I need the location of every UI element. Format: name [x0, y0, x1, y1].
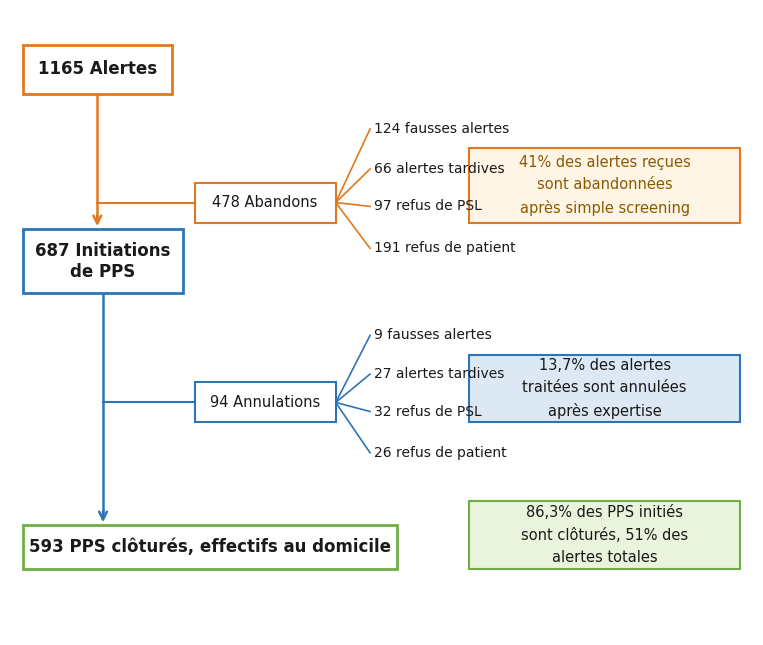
FancyBboxPatch shape	[23, 229, 183, 293]
Text: 13,7% des alertes
traitées sont annulées
après expertise: 13,7% des alertes traitées sont annulées…	[523, 358, 687, 419]
Text: 41% des alertes reçues
sont abandonnées
après simple screening: 41% des alertes reçues sont abandonnées …	[519, 155, 691, 216]
Text: 191 refus de patient: 191 refus de patient	[374, 241, 516, 255]
Text: 94 Annulations: 94 Annulations	[210, 395, 320, 410]
Text: 124 fausses alertes: 124 fausses alertes	[374, 122, 509, 136]
Text: 27 alertes tardives: 27 alertes tardives	[374, 367, 504, 381]
Text: 97 refus de PSL: 97 refus de PSL	[374, 199, 481, 213]
Text: 1165 Alertes: 1165 Alertes	[37, 61, 157, 78]
Text: 478 Abandons: 478 Abandons	[212, 195, 318, 210]
Text: 32 refus de PSL: 32 refus de PSL	[374, 404, 481, 419]
Text: 9 fausses alertes: 9 fausses alertes	[374, 328, 491, 342]
FancyBboxPatch shape	[469, 501, 740, 569]
Text: 26 refus de patient: 26 refus de patient	[374, 446, 507, 460]
FancyBboxPatch shape	[23, 45, 172, 94]
FancyBboxPatch shape	[195, 183, 336, 223]
FancyBboxPatch shape	[469, 355, 740, 422]
FancyBboxPatch shape	[23, 525, 397, 569]
FancyBboxPatch shape	[195, 382, 336, 422]
Text: 687 Initiations
de PPS: 687 Initiations de PPS	[35, 242, 171, 281]
Text: 86,3% des PPS initiés
sont clôturés, 51% des
alertes totales: 86,3% des PPS initiés sont clôturés, 51%…	[521, 505, 688, 565]
FancyBboxPatch shape	[469, 148, 740, 223]
Text: 593 PPS clôturés, effectifs au domicile: 593 PPS clôturés, effectifs au domicile	[29, 538, 391, 556]
Text: 66 alertes tardives: 66 alertes tardives	[374, 162, 504, 176]
